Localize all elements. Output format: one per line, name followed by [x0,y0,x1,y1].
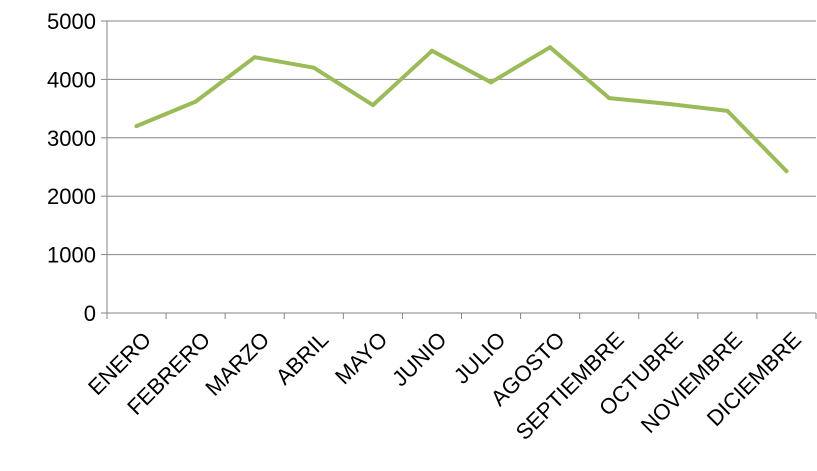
data-point [429,48,434,53]
grid-layer [107,20,816,256]
y-tick-label: 1000 [47,243,96,268]
y-tick-label: 2000 [47,184,96,209]
data-point [666,101,671,106]
axis-layer [101,20,817,319]
data-point [252,55,257,60]
y-tick-label: 0 [84,301,96,326]
y-tick-labels: 0 1000 2000 3000 4000 5000 [47,9,96,326]
data-point [607,96,612,101]
data-point [193,99,198,104]
data-point [134,124,139,129]
x-tick-labels: ENEROFEBREROMARZOABRILMAYOJUNIOJULIOAGOS… [83,327,806,445]
data-point [784,169,789,174]
data-point [370,103,375,108]
data-point [489,80,494,85]
series-line [134,45,789,174]
y-tick-label: 4000 [47,67,96,92]
data-point [548,45,553,50]
data-point [725,108,730,113]
x-tick-label: MAYO [330,327,392,389]
series-layer [134,45,789,174]
y-tick-label: 3000 [47,126,96,151]
x-tick-label: ABRIL [271,327,334,390]
x-tick-label: JUNIO [387,327,451,391]
data-point [311,65,316,70]
x-tick-label: MARZO [200,327,274,401]
y-tick-label: 5000 [47,9,96,34]
